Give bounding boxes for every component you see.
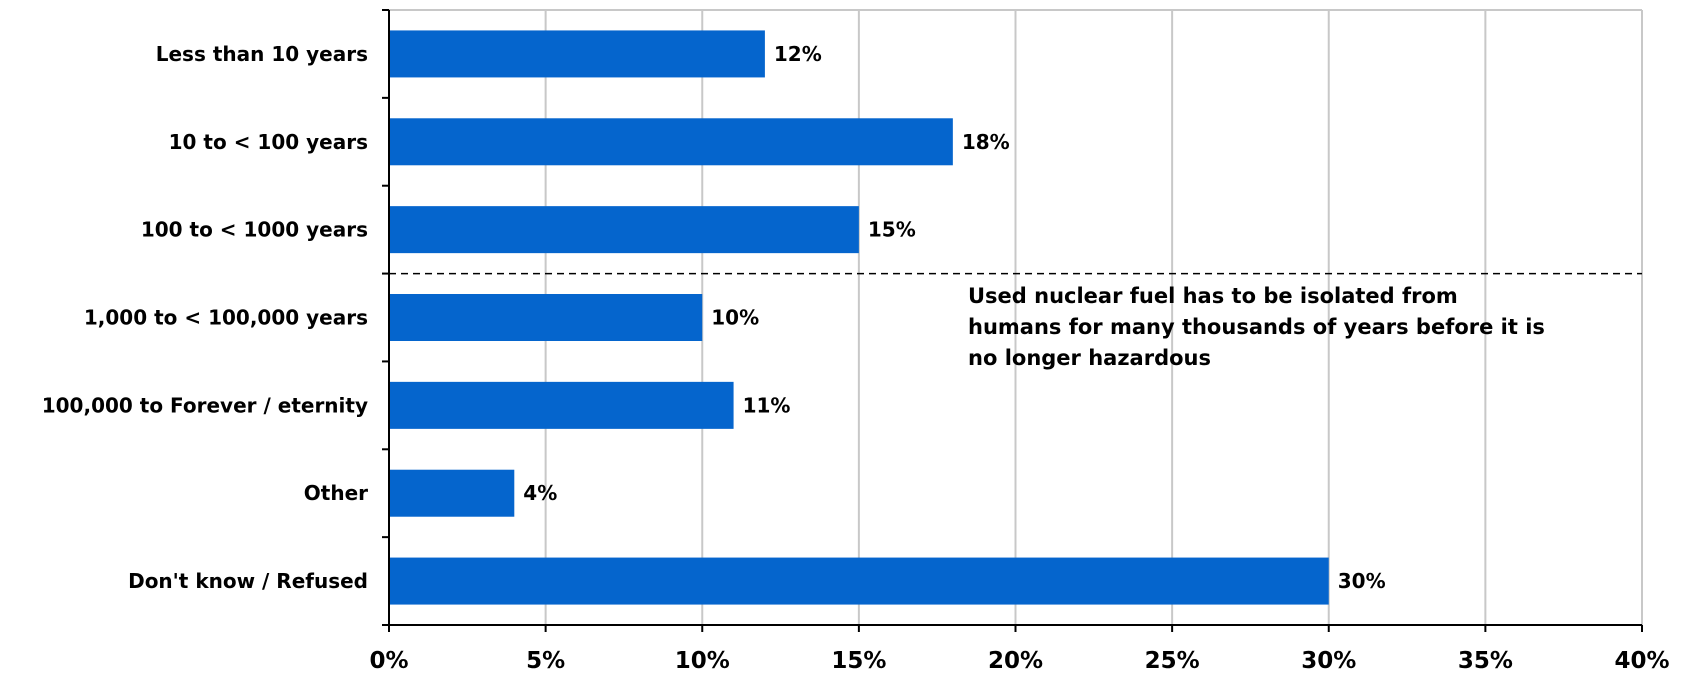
bar-4 — [389, 381, 734, 429]
annotation-line-2: humans for many thousands of years befor… — [968, 315, 1545, 339]
chart-annotation: Used nuclear fuel has to be isolated fro… — [968, 281, 1668, 374]
data-label-3: 10% — [711, 306, 759, 330]
bar-3 — [389, 294, 703, 341]
bar-2 — [389, 206, 859, 254]
x-tick-label-0: 0% — [369, 648, 408, 674]
gridlines — [389, 9, 1643, 625]
category-label-1: 10 to < 100 years — [169, 130, 368, 154]
axes — [382, 9, 1643, 632]
bar-5 — [389, 469, 515, 517]
x-tick-label-10: 10% — [675, 648, 730, 674]
data-label-2: 15% — [868, 218, 916, 242]
category-label-3: 1,000 to < 100,000 years — [84, 306, 368, 330]
data-label-0: 12% — [774, 42, 822, 66]
x-tick-label-40: 40% — [1614, 648, 1669, 674]
bar-0 — [389, 30, 765, 78]
annotation-line-1: Used nuclear fuel has to be isolated fro… — [968, 284, 1458, 308]
data-label-4: 11% — [743, 393, 791, 417]
data-label-1: 18% — [962, 130, 1010, 154]
category-label-5: Other — [304, 481, 368, 505]
bar-6 — [389, 557, 1329, 605]
bars — [389, 30, 1329, 605]
data-label-5: 4% — [523, 481, 557, 505]
x-tick-label-30: 30% — [1301, 648, 1356, 674]
x-tick-label-15: 15% — [831, 648, 886, 674]
category-label-6: Don't know / Refused — [128, 569, 368, 593]
annotation-line-3: no longer hazardous — [968, 346, 1211, 370]
x-tick-label-5: 5% — [526, 648, 565, 674]
data-label-6: 30% — [1338, 569, 1386, 593]
category-label-4: 100,000 to Forever / eternity — [42, 393, 368, 417]
category-label-2: 100 to < 1000 years — [141, 218, 368, 242]
bar-1 — [389, 118, 953, 166]
x-tick-label-35: 35% — [1458, 648, 1513, 674]
category-label-0: Less than 10 years — [156, 42, 368, 66]
labels: Less than 10 years 12% 10 to < 100 years 18… — [42, 42, 1670, 674]
x-tick-label-20: 20% — [988, 648, 1043, 674]
x-tick-label-25: 25% — [1145, 648, 1200, 674]
